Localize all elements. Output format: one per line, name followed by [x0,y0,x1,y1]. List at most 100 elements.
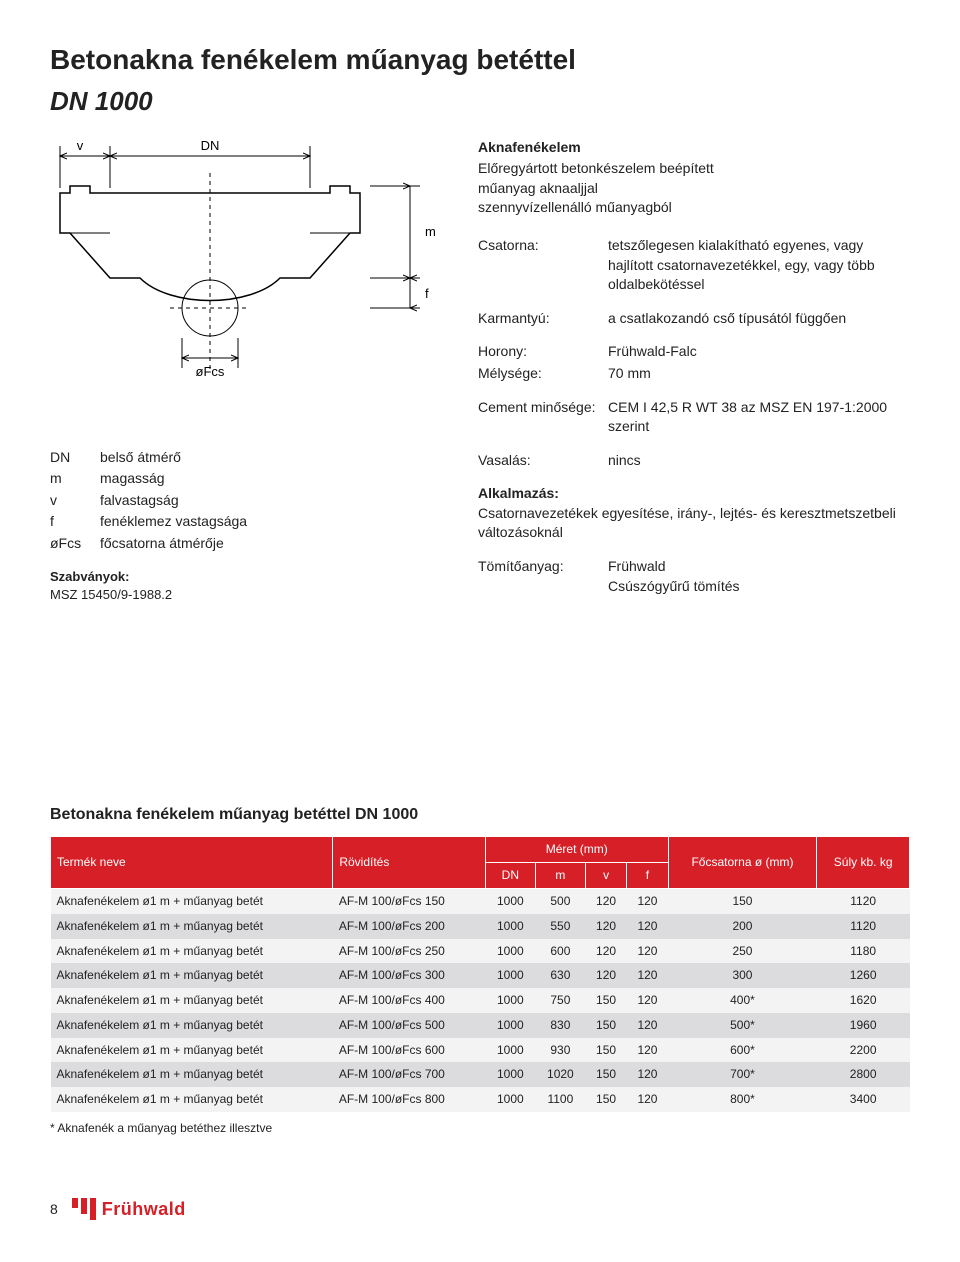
kv-value: Csatornavezetékek egyesítése, irány-, le… [478,504,910,543]
label-m: m [425,224,436,239]
spec-heading: Aknafenékelem [478,138,910,158]
table-cell: 700* [668,1062,817,1087]
th-weight: Súly kb. kg [817,837,910,889]
th-name: Termék neve [51,837,333,889]
table-cell: 120 [627,1013,668,1038]
table-cell: Aknafenékelem ø1 m + műanyag betét [51,1062,333,1087]
logo-bars-icon [72,1198,96,1220]
data-table: Termék neve Rövidítés Méret (mm) Főcsato… [50,836,910,1112]
table-cell: 150 [585,1062,626,1087]
table-row: Aknafenékelem ø1 m + műanyag betétAF-M 1… [51,1087,910,1112]
table-cell: 1960 [817,1013,910,1038]
table-row: Aknafenékelem ø1 m + műanyag betétAF-M 1… [51,1013,910,1038]
table-cell: 300 [668,963,817,988]
kv-csatorna: Csatorna: tetszőlegesen kialakítható egy… [478,236,910,295]
table-cell: 150 [585,1087,626,1112]
table-cell: 1000 [485,914,535,939]
kv-key: Horony: [478,342,608,362]
kv-cement: Cement minősége: CEM I 42,5 R WT 38 az M… [478,398,910,437]
table-cell: 550 [535,914,585,939]
table-cell: 1620 [817,988,910,1013]
spec-line: műanyag aknaaljjal [478,179,910,199]
table-cell: 120 [627,988,668,1013]
kv-value: Frühwald-Falc [608,342,910,362]
legend-desc: főcsatorna átmérője [100,534,224,554]
logo-text: Frühwald [102,1197,186,1222]
page-footer: 8 Frühwald [50,1197,910,1222]
legend-key: øFcs [50,534,100,554]
th-short: Rövidítés [333,837,486,889]
table-cell: 120 [627,1087,668,1112]
table-cell: 120 [585,939,626,964]
kv-tomito: Tömítőanyag: Frühwald Csúszógyűrű tömíté… [478,557,910,596]
table-cell: 120 [627,939,668,964]
label-v: v [77,138,84,153]
table-cell: 150 [585,988,626,1013]
legend-row: ffenéklemez vastagsága [50,512,450,532]
legend-desc: belső átmérő [100,448,181,468]
fruhwald-logo: Frühwald [72,1197,186,1222]
standards-value: MSZ 15450/9-1988.2 [50,586,450,604]
table-cell: AF-M 100/øFcs 200 [333,914,486,939]
kv-key: Karmantyú: [478,309,608,329]
legend-row: vfalvastagság [50,491,450,511]
table-row: Aknafenékelem ø1 m + műanyag betétAF-M 1… [51,988,910,1013]
kv-key: Vasalás: [478,451,608,471]
table-cell: 930 [535,1038,585,1063]
top-section: v DN m [50,138,910,604]
table-cell: 150 [585,1038,626,1063]
table-cell: 830 [535,1013,585,1038]
th-f: f [627,863,668,889]
table-cell: Aknafenékelem ø1 m + műanyag betét [51,939,333,964]
table-cell: 2200 [817,1038,910,1063]
table-cell: AF-M 100/øFcs 250 [333,939,486,964]
table-cell: Aknafenékelem ø1 m + műanyag betét [51,1013,333,1038]
kv-alkalmazas: Alkalmazás: Csatornavezetékek egyesítése… [478,484,910,543]
table-cell: 1260 [817,963,910,988]
table-cell: 1180 [817,939,910,964]
table-cell: 1000 [485,1087,535,1112]
table-cell: Aknafenékelem ø1 m + műanyag betét [51,888,333,913]
table-cell: AF-M 100/øFcs 150 [333,888,486,913]
left-column: v DN m [50,138,450,604]
legend-key: v [50,491,100,511]
table-cell: 1000 [485,939,535,964]
table-cell: 1000 [485,988,535,1013]
kv-key: Csatorna: [478,236,608,295]
table-cell: Aknafenékelem ø1 m + műanyag betét [51,963,333,988]
kv-key: Alkalmazás: [478,484,910,504]
table-row: Aknafenékelem ø1 m + műanyag betétAF-M 1… [51,888,910,913]
kv-value: tetszőlegesen kialakítható egyenes, vagy… [608,236,910,295]
table-cell: 1000 [485,1062,535,1087]
kv-value: a csatlakozandó cső típusától függően [608,309,910,329]
kv-key: Tömítőanyag: [478,557,608,596]
right-column: Aknafenékelem Előregyártott betonkészele… [478,138,910,604]
kv-horony: Horony: Frühwald-Falc [478,342,910,362]
table-title: Betonakna fenékelem műanyag betéttel DN … [50,804,910,826]
th-v: v [585,863,626,889]
table-cell: 1120 [817,914,910,939]
legend-desc: magasság [100,469,165,489]
kv-karmantyu: Karmantyú: a csatlakozandó cső típusától… [478,309,910,329]
legend-desc: falvastagság [100,491,179,511]
label-f: f [425,286,429,301]
spec-sub: Előregyártott betonkészelem beépített mű… [478,159,910,218]
table-cell: 120 [585,888,626,913]
table-cell: AF-M 100/øFcs 300 [333,963,486,988]
legend-key: m [50,469,100,489]
table-cell: 120 [585,914,626,939]
standards-block: Szabványok: MSZ 15450/9-1988.2 [50,568,450,604]
table-cell: 120 [627,914,668,939]
kv-melyseg: Mélysége: 70 mm [478,364,910,384]
label-ofcs: øFcs [196,364,225,379]
technical-diagram: v DN m [50,138,450,388]
label-dn: DN [201,138,220,153]
kv-value: CEM I 42,5 R WT 38 az MSZ EN 197-1:2000 … [608,398,910,437]
table-row: Aknafenékelem ø1 m + műanyag betétAF-M 1… [51,963,910,988]
spec-line: Előregyártott betonkészelem beépített [478,159,910,179]
th-m: m [535,863,585,889]
table-footnote: * Aknafenék a műanyag betéthez illesztve [50,1120,910,1137]
kv-vasalas: Vasalás: nincs [478,451,910,471]
table-cell: 630 [535,963,585,988]
table-cell: 500 [535,888,585,913]
